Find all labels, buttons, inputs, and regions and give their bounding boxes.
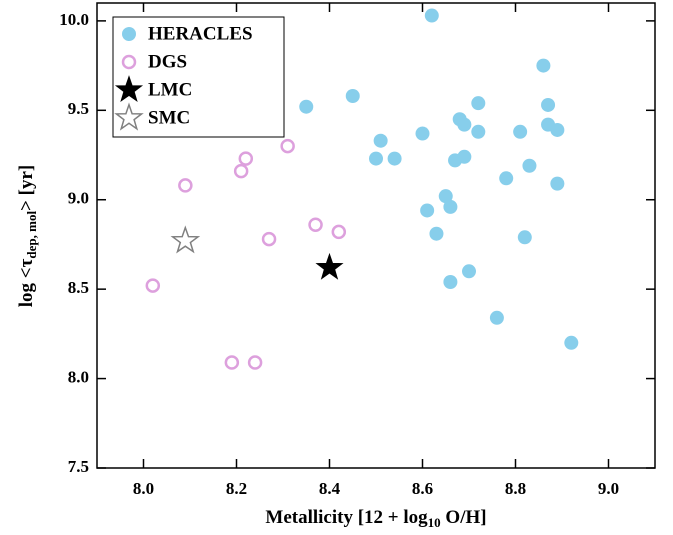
star-marker [170,225,201,254]
circle-marker [280,138,295,154]
circle-marker [443,199,458,214]
circle-marker [121,54,137,70]
circle-marker [550,176,565,191]
circle-marker [522,158,537,173]
circle-marker [462,264,476,279]
circle-marker [238,151,254,166]
legend-label: DGS [148,51,187,72]
circle-marker [541,97,556,112]
x-tick-label: 8.6 [412,479,433,498]
y-tick-label: 9.0 [68,189,89,208]
circle-marker [457,117,472,132]
legend-label: HERACLES [148,23,253,44]
y-tick-label: 9.5 [68,99,89,118]
circle-marker [331,224,347,240]
circle-marker [308,217,323,233]
x-label-tail: O/H] [441,507,487,528]
circle-marker [224,355,240,370]
star-marker [114,102,144,131]
circle-marker [471,96,486,111]
circle-marker [471,124,486,139]
y-tick-label: 8.0 [68,367,89,386]
y-label-tail: > [yr] [16,165,37,211]
circle-marker [438,189,453,204]
circle-marker [387,151,402,166]
x-axis-label: Metallicity [12 + log10 O/H] [265,507,486,530]
circle-marker [517,230,532,245]
x-tick-label: 8.8 [505,479,526,498]
circle-marker [424,8,439,23]
star-marker [315,252,344,280]
x-tick-label: 9.0 [598,479,619,498]
circle-marker [233,163,249,179]
circle-marker [420,203,435,218]
y-label-sub: dep, mol [24,211,39,259]
circle-marker [564,335,579,350]
circle-marker [145,278,161,293]
circle-marker [415,126,430,141]
legend-label: LMC [148,79,192,100]
circle-marker [369,151,383,166]
x-label-sub: 10 [428,515,441,530]
x-tick-label: 8.0 [133,479,154,498]
circle-marker [373,133,388,148]
legend-box [112,16,285,138]
y-axis-label: log <τdep, mol> [yr] [16,165,39,307]
circle-marker [345,89,360,103]
circle-marker [299,99,314,114]
star-marker [114,75,144,103]
circle-marker [499,171,514,186]
plot-frame [96,2,656,469]
circle-marker [122,27,136,41]
legend-label: SMC [148,107,190,128]
x-label-main: Metallicity [12 + log [265,507,428,528]
circle-marker [489,310,504,325]
x-tick-label: 8.4 [319,479,341,498]
y-tick-label: 8.5 [68,278,89,297]
circle-marker [457,149,472,164]
circle-marker [536,58,551,73]
y-tick-label: 10.0 [59,10,89,29]
circle-marker [429,226,444,241]
circle-marker [550,122,565,137]
circle-marker [178,178,193,193]
y-tick-label: 7.5 [68,457,89,476]
circle-marker [247,355,263,370]
circle-marker [513,124,528,139]
circle-marker [261,231,277,247]
x-tick-label: 8.2 [226,479,247,498]
circle-marker [443,275,458,289]
y-label-main: log <τ [16,258,37,307]
